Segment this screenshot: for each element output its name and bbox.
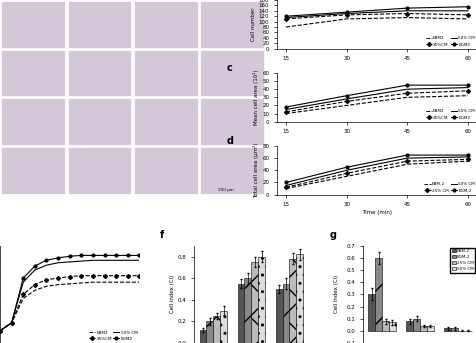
FancyBboxPatch shape — [134, 147, 197, 194]
FancyBboxPatch shape — [200, 98, 263, 145]
Y-axis label: Cell number: Cell number — [250, 8, 256, 41]
FancyBboxPatch shape — [68, 1, 131, 48]
X-axis label: Time (min): Time (min) — [361, 210, 391, 215]
Bar — [296, 255, 302, 343]
FancyBboxPatch shape — [200, 147, 263, 194]
Bar — [282, 284, 289, 343]
Y-axis label: Cell index (CI): Cell index (CI) — [334, 275, 339, 314]
Bar — [275, 289, 282, 343]
Bar — [244, 278, 251, 343]
FancyBboxPatch shape — [1, 50, 65, 96]
Bar — [251, 262, 258, 343]
Legend: EBM-2, EGM-2, 25% CM, 50% CM: EBM-2, EGM-2, 25% CM, 50% CM — [449, 248, 474, 273]
Bar — [258, 257, 265, 343]
Bar — [220, 310, 227, 343]
Text: f: f — [160, 230, 164, 240]
Y-axis label: Cell index (CI): Cell index (CI) — [170, 275, 175, 314]
Legend: EBM2, 25%CM, 50% CM, EGM2: EBM2, 25%CM, 50% CM, EGM2 — [425, 36, 474, 47]
Bar — [206, 321, 213, 343]
Bar — [412, 319, 419, 331]
FancyBboxPatch shape — [68, 98, 131, 145]
FancyBboxPatch shape — [200, 1, 263, 48]
Text: d: d — [227, 135, 233, 145]
Text: 200 μm: 200 μm — [217, 188, 233, 192]
FancyBboxPatch shape — [134, 50, 197, 96]
FancyBboxPatch shape — [1, 98, 65, 145]
Bar — [426, 326, 433, 331]
Y-axis label: Mean cell area (10²): Mean cell area (10²) — [253, 70, 259, 125]
FancyBboxPatch shape — [68, 147, 131, 194]
FancyBboxPatch shape — [1, 1, 65, 48]
FancyBboxPatch shape — [134, 1, 197, 48]
Bar — [289, 259, 296, 343]
Bar — [237, 284, 244, 343]
Bar — [388, 322, 395, 331]
Bar — [450, 328, 457, 331]
Y-axis label: Total cell area (μm²): Total cell area (μm²) — [253, 143, 259, 198]
Bar — [367, 294, 375, 331]
Text: c: c — [227, 62, 232, 73]
Bar — [213, 316, 220, 343]
Bar — [444, 328, 450, 331]
Bar — [381, 321, 388, 331]
Bar — [406, 321, 412, 331]
FancyBboxPatch shape — [1, 147, 65, 194]
Bar — [419, 326, 426, 331]
Bar — [375, 258, 381, 331]
Legend: EBM2, 25%CM, 50% CM, EGM2: EBM2, 25%CM, 50% CM, EGM2 — [89, 331, 137, 341]
Legend: EBM-2, 25% CM, 50% CM, EGM-2: EBM-2, 25% CM, 50% CM, EGM-2 — [424, 182, 474, 192]
FancyBboxPatch shape — [134, 98, 197, 145]
FancyBboxPatch shape — [68, 50, 131, 96]
FancyBboxPatch shape — [200, 50, 263, 96]
Legend: EBM2, 25%CM, 50% CM, EGM2: EBM2, 25%CM, 50% CM, EGM2 — [425, 109, 474, 120]
Text: g: g — [328, 230, 336, 240]
Bar — [199, 330, 206, 343]
